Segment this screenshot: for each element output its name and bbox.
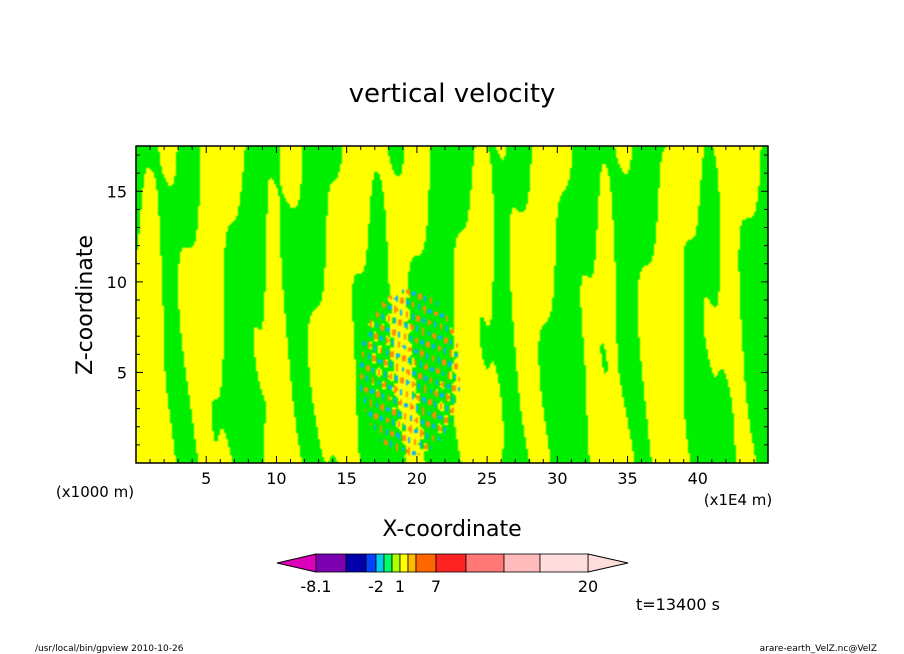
colorbar-segment <box>435 553 467 573</box>
colorbar-segment <box>415 553 437 573</box>
colorbar-segment <box>539 553 589 573</box>
x-tick-label: 15 <box>336 469 356 488</box>
y-axis-label: Z-coordinate <box>73 235 98 375</box>
y-tick-label: 15 <box>107 182 127 201</box>
colorbar-segment <box>465 553 505 573</box>
x-tick-label: 10 <box>266 469 286 488</box>
field-image <box>136 146 768 463</box>
x-axis: 5 10 15 20 25 30 35 40 <box>135 146 769 488</box>
colorbar-tick-label: -8.1 <box>300 577 331 596</box>
colorbar-segment <box>391 553 401 573</box>
colorbar-arrow-right <box>587 553 629 573</box>
colorbar-tick-label: -2 <box>368 577 384 596</box>
y-axis: 5 10 15 <box>107 154 768 464</box>
x-unit-right: (x1E4 m) <box>704 491 773 509</box>
colorbar-tick-label: 1 <box>395 577 405 596</box>
colorbar-segment <box>503 553 541 573</box>
plot-frame <box>135 145 769 464</box>
x-tick-label: 35 <box>617 469 637 488</box>
colorbar-segment <box>383 553 393 573</box>
colorbar-tick-label: 7 <box>431 577 441 596</box>
x-axis-label: X-coordinate <box>382 517 521 542</box>
colorbar: -8.1 -2 1 7 20 <box>276 553 629 596</box>
plot-area <box>135 145 769 464</box>
chart-title: vertical velocity <box>349 79 556 109</box>
y-tick-label: 10 <box>107 273 127 292</box>
colorbar-segment <box>399 553 409 573</box>
x-tick-label: 20 <box>407 469 427 488</box>
footer-right: arare-earth_VelZ.nc@VelZ <box>760 644 877 654</box>
colorbar-segment <box>345 553 367 573</box>
x-tick-label: 25 <box>477 469 497 488</box>
x-tick-label: 40 <box>688 469 708 488</box>
colorbar-segment <box>365 553 377 573</box>
colorbar-segment <box>407 553 417 573</box>
colorbar-tick-label: 20 <box>578 577 598 596</box>
x-tick-label: 5 <box>201 469 211 488</box>
footer-left: /usr/local/bin/gpview 2010-10-26 <box>35 644 184 654</box>
colorbar-arrow-left <box>276 553 317 573</box>
y-tick-label: 5 <box>117 363 127 382</box>
x-unit-left: (x1000 m) <box>56 483 134 501</box>
time-label: t=13400 s <box>636 595 720 614</box>
colorbar-segment <box>375 553 385 573</box>
x-tick-label: 30 <box>547 469 567 488</box>
colorbar-segment <box>315 553 347 573</box>
